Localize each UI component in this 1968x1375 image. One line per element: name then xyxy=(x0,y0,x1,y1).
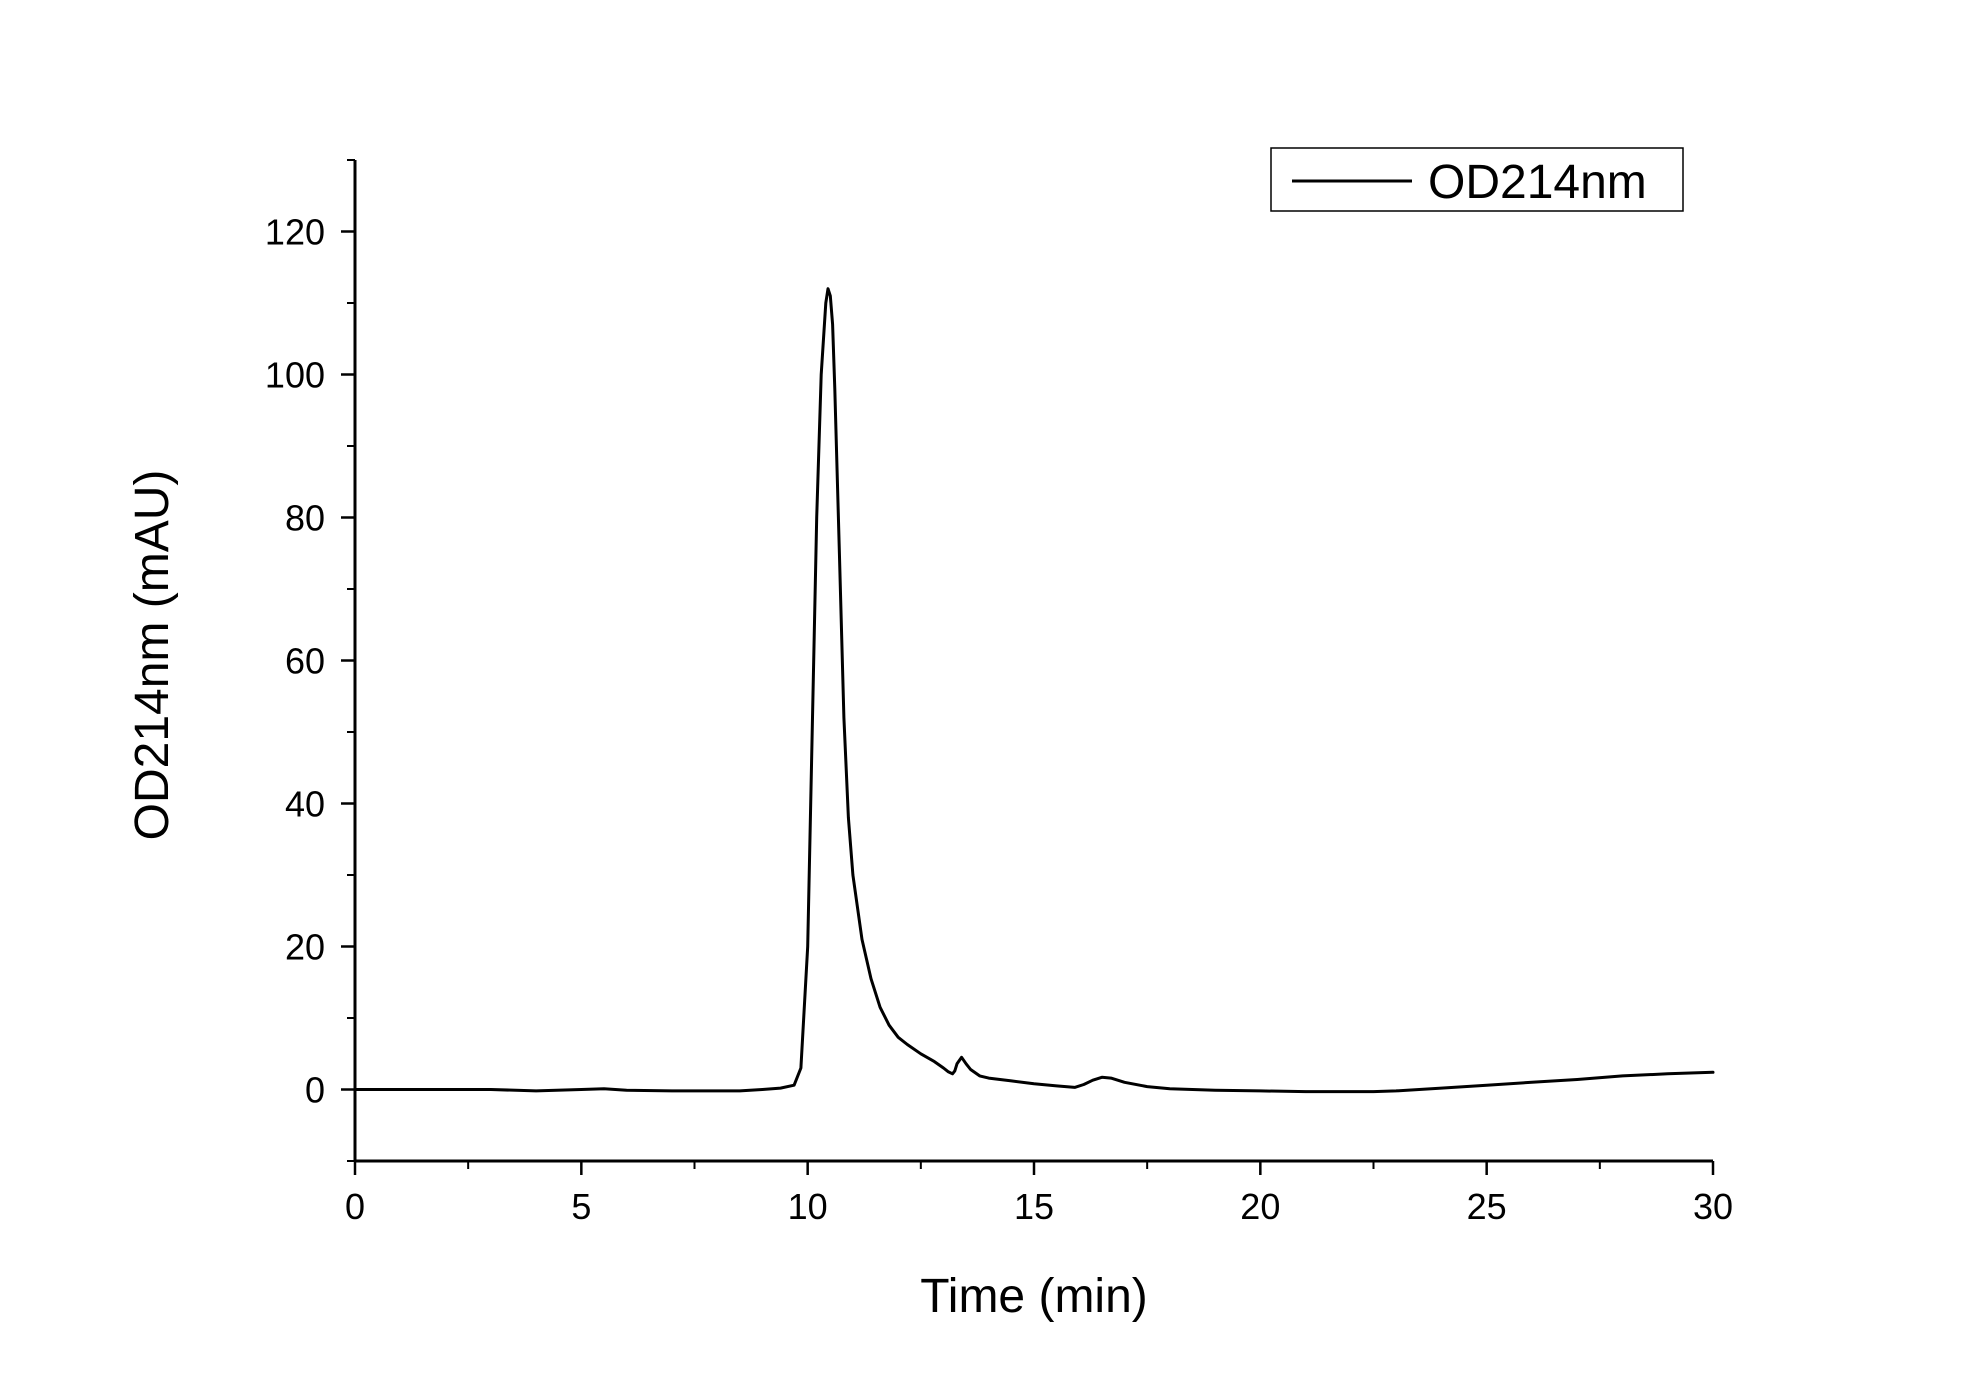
y-tick-label: 120 xyxy=(265,212,325,253)
x-tick-label: 25 xyxy=(1467,1186,1507,1227)
plot-area xyxy=(353,160,1713,1163)
x-tick-label: 20 xyxy=(1240,1186,1280,1227)
x-tick-label: 0 xyxy=(345,1186,365,1227)
legend: OD214nm xyxy=(1270,147,1684,212)
x-axis-title: Time (min) xyxy=(920,1270,1148,1323)
x-tick-label: 30 xyxy=(1693,1186,1733,1227)
x-tick-label: 15 xyxy=(1014,1186,1054,1227)
series-line-od214nm xyxy=(353,287,1715,1094)
x-tick-label: 5 xyxy=(571,1186,591,1227)
y-tick-label: 100 xyxy=(265,355,325,396)
axis-ticks: 0 5 10 15 20 25 30 0 20 40 60 80 100 120 xyxy=(265,159,1733,1227)
y-tick-label: 60 xyxy=(285,641,325,682)
y-tick-label: 20 xyxy=(285,927,325,968)
y-axis-title: OD214nm (mAU) xyxy=(126,470,179,841)
y-tick-label: 40 xyxy=(285,784,325,825)
y-tick-label: 80 xyxy=(285,498,325,539)
series-layer xyxy=(353,287,1715,1094)
y-tick-label: 0 xyxy=(305,1070,325,1111)
legend-label: OD214nm xyxy=(1428,156,1647,209)
x-tick-label: 10 xyxy=(788,1186,828,1227)
